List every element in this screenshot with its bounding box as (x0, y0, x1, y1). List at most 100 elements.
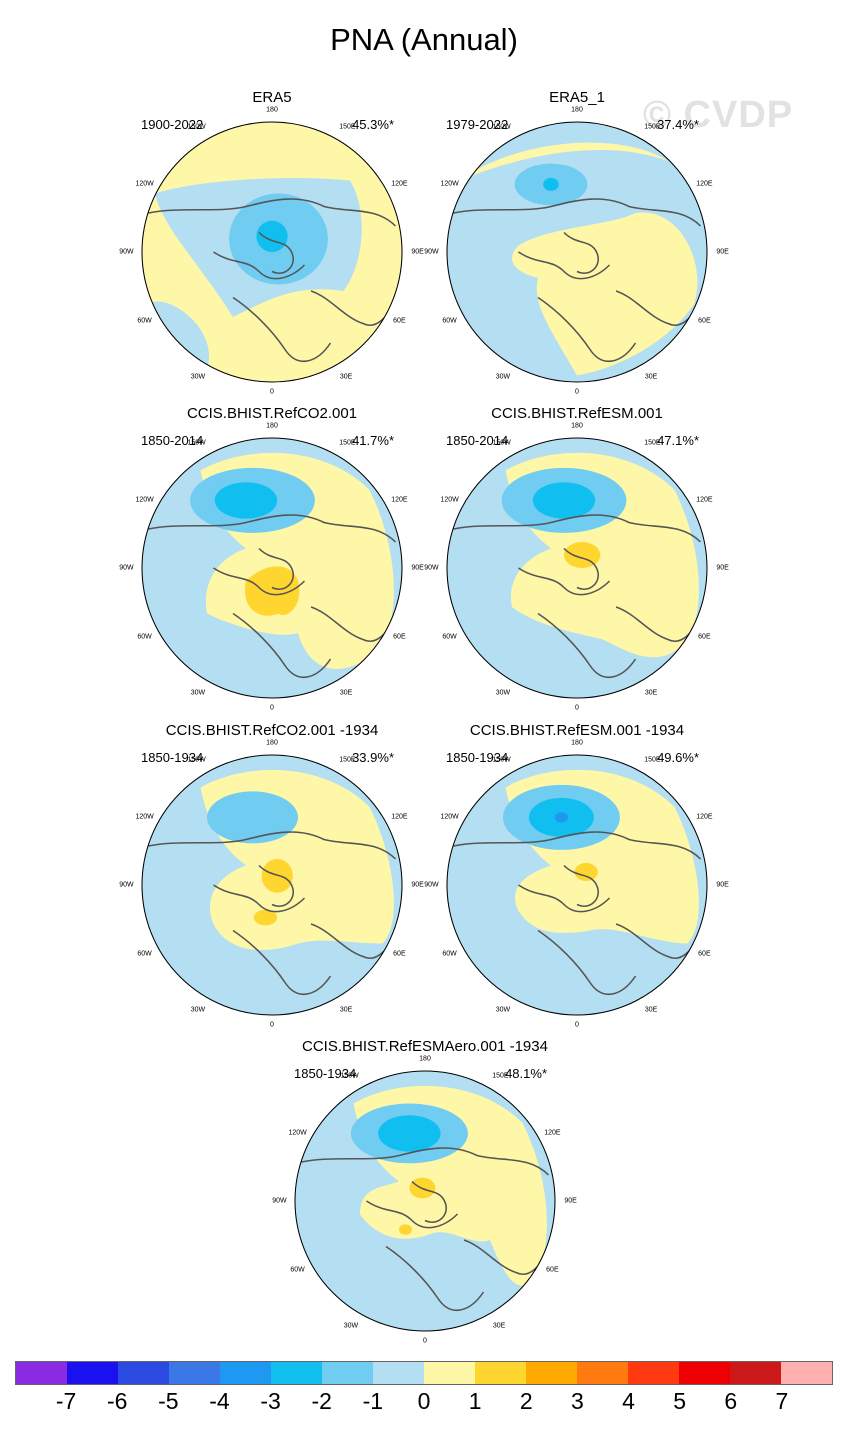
longitude-label: 120E (696, 813, 713, 821)
colorbar-swatch (220, 1362, 271, 1384)
longitude-label: 60W (137, 633, 152, 641)
longitude-label: 120E (391, 496, 408, 504)
longitude-label: 120E (696, 496, 713, 504)
longitude-label: 180 (571, 422, 583, 430)
longitude-label: 180 (266, 422, 278, 430)
polar-map (141, 754, 403, 1016)
panel-period: 1850-1934 (294, 1066, 357, 1081)
panel-title: CCIS.BHIST.RefCO2.001 -1934 (165, 722, 379, 739)
coastline (258, 864, 294, 907)
panel-title: CCIS.BHIST.RefESM.001 (491, 405, 663, 422)
longitude-label: 30E (339, 373, 353, 381)
longitude-label: 90W (424, 564, 439, 572)
coastline (563, 547, 599, 590)
colorbar-tick-label: 0 (417, 1388, 431, 1414)
cvdp-watermark: © CVDP (643, 94, 794, 136)
panel-variance-percent: 49.6%* (657, 750, 699, 765)
longitude-label: 150E (339, 123, 356, 131)
longitude-label: 120E (696, 180, 713, 188)
longitude-label: 30E (644, 1006, 658, 1014)
longitude-label: 60E (698, 317, 711, 325)
longitude-label: 30W (495, 1006, 511, 1014)
longitude-label: 120E (391, 813, 408, 821)
longitude-label: 60E (546, 1266, 559, 1274)
colorbar-tick-label: -5 (158, 1388, 179, 1414)
longitude-label: 30W (190, 1006, 206, 1014)
longitude-label: 30E (644, 373, 658, 381)
colorbar-tick-label: 7 (775, 1388, 789, 1414)
longitude-label: 0 (575, 388, 579, 396)
coastline (518, 251, 611, 280)
longitude-label: 90E (411, 248, 424, 256)
longitude-label: 150W (492, 756, 511, 764)
anomaly-contour (543, 177, 559, 191)
longitude-label: 0 (423, 1337, 427, 1345)
map-boundary (141, 121, 403, 383)
longitude-label: 30E (644, 689, 658, 697)
longitude-label: 30W (495, 689, 511, 697)
longitude-label: 90E (411, 564, 424, 572)
longitude-label: 150W (492, 439, 511, 447)
colorbar-swatch (577, 1362, 628, 1384)
colorbar-swatch (526, 1362, 577, 1384)
panel-period: 1900-2022 (141, 117, 204, 132)
colorbar-swatch (730, 1362, 781, 1384)
panel-title: CCIS.BHIST.RefESM.001 -1934 (469, 722, 685, 739)
longitude-label: 90W (119, 248, 134, 256)
coastline (563, 231, 599, 274)
colorbar-tick-label: 4 (622, 1388, 635, 1414)
anomaly-contour (256, 220, 288, 252)
panel-title: CCIS.BHIST.RefESMAero.001 -1934 (302, 1038, 548, 1055)
colorbar-tick-label: 2 (519, 1388, 533, 1414)
coastline (148, 198, 397, 227)
anomaly-contour (399, 1224, 412, 1235)
panel-period: 1850-1934 (446, 750, 509, 765)
panel-variance-percent: 33.9%* (352, 750, 394, 765)
colorbar-swatch (373, 1362, 424, 1384)
colorbar-tick-label: -4 (209, 1388, 230, 1414)
panel-title: ERA5 (252, 89, 292, 106)
longitude-label: 150E (644, 439, 661, 447)
longitude-label: 0 (270, 1021, 274, 1029)
panel-variance-percent: 47.1%* (657, 433, 699, 448)
colorbar-tick-label: -1 (362, 1388, 384, 1414)
polar-map (141, 121, 403, 383)
longitude-label: 90W (424, 881, 439, 889)
anomaly-contour (378, 1115, 441, 1152)
coastline (453, 514, 702, 543)
longitude-label: 120W (135, 496, 154, 504)
longitude-label: 150E (492, 1072, 509, 1080)
longitude-label: 0 (575, 1021, 579, 1029)
coastline (148, 514, 397, 543)
anomaly-contour (253, 909, 278, 926)
anomaly-contour (574, 862, 598, 882)
coastline (453, 198, 702, 227)
coastline (213, 567, 306, 596)
panel-variance-percent: 45.3%* (352, 117, 394, 132)
longitude-label: 30E (339, 1006, 353, 1014)
longitude-label: 120W (440, 813, 459, 821)
anomaly-contour (460, 142, 668, 181)
map-boundary (141, 437, 403, 699)
coastline (213, 884, 306, 913)
colorbar-swatch (271, 1362, 322, 1384)
colorbar-swatch (628, 1362, 679, 1384)
colorbar-swatch (169, 1362, 220, 1384)
colorbar-swatch (424, 1362, 475, 1384)
longitude-label: 30W (343, 1322, 359, 1330)
longitude-label: 150W (340, 1072, 359, 1080)
longitude-label: 60E (698, 633, 711, 641)
polar-map (446, 437, 708, 699)
colorbar-tick-label: -2 (311, 1388, 332, 1414)
colorbar-swatch (781, 1362, 832, 1384)
longitude-label: 90W (119, 881, 134, 889)
longitude-label: 60E (393, 950, 406, 958)
coastline (537, 929, 637, 996)
longitude-label: 150E (339, 756, 356, 764)
colorbar-tick-label: -6 (107, 1388, 128, 1414)
colorbar-swatch (475, 1362, 526, 1384)
longitude-label: 60W (442, 633, 457, 641)
longitude-label: 60W (442, 317, 457, 325)
coastline (537, 612, 637, 679)
colorbar-tick-label: -7 (55, 1388, 77, 1414)
